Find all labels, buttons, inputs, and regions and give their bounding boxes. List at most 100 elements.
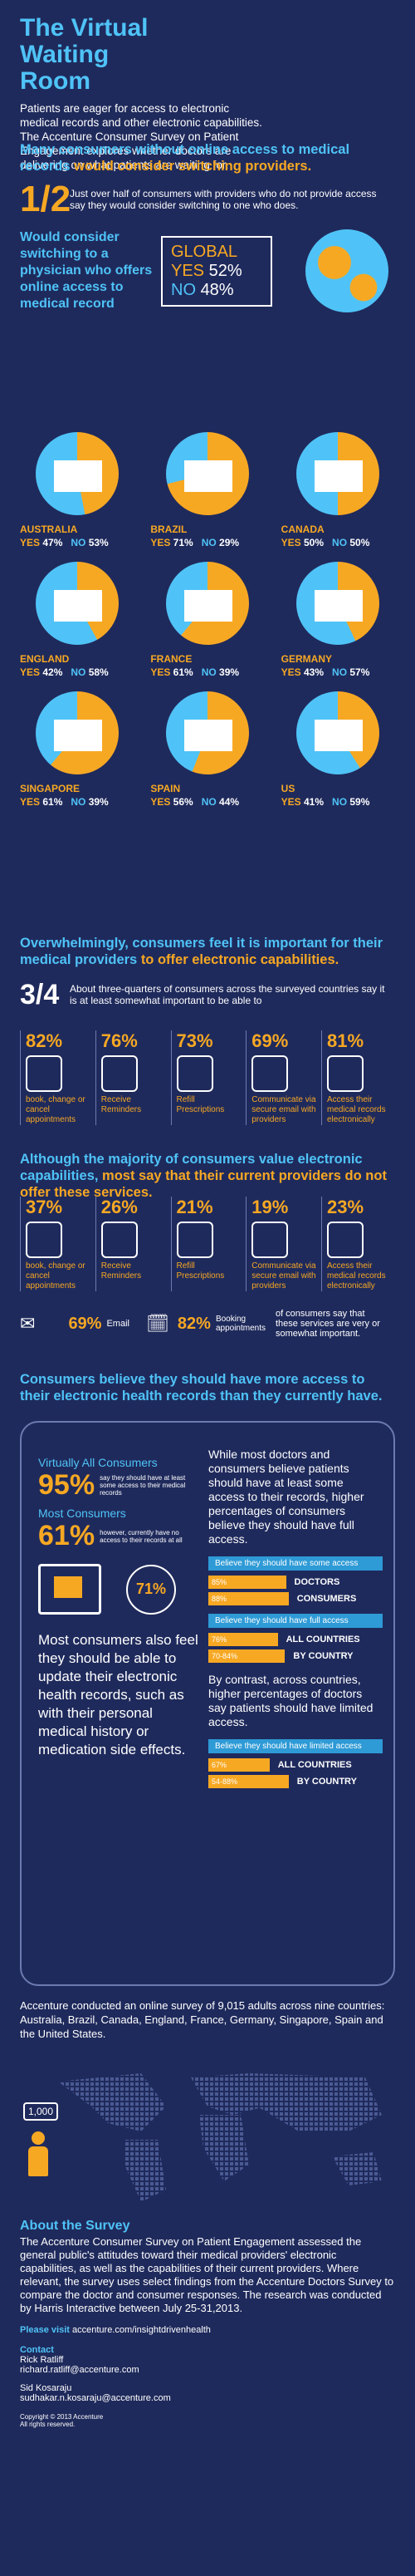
contact2-email[interactable]: sudhakar.n.kosaraju@accenture.com xyxy=(20,2393,171,2403)
booking-icon: 🗓 xyxy=(145,1313,169,1334)
spain-flag xyxy=(183,720,232,751)
country-values: YES 61% NO 39% xyxy=(150,666,240,678)
chat-icon xyxy=(251,1222,289,1258)
stat-pct: 26% xyxy=(100,1197,138,1217)
bar-label: ALL COUNTRIES xyxy=(286,1635,360,1644)
visit-label: Please visit xyxy=(20,2325,70,2335)
bar-row: 85% DOCTORS xyxy=(208,1576,383,1589)
stat-item: 23% Access their medical records electron… xyxy=(321,1197,395,1291)
country-pie xyxy=(165,562,249,645)
offer-section: Although the majority of consumers value… xyxy=(0,1151,415,1201)
stat-item: 76% Receive Reminders xyxy=(95,1030,169,1125)
country-pie xyxy=(296,691,380,774)
bar2-title: Believe they should have full access xyxy=(208,1614,383,1628)
country-card: BRAZIL YES 71% NO 29% xyxy=(150,432,264,548)
calendar-plus-icon xyxy=(26,1222,62,1258)
brazil-flag xyxy=(183,460,232,492)
important-items: 82% book, change or cancel appointments 76… xyxy=(0,1030,415,1125)
booking-pct: 82% xyxy=(177,1314,211,1333)
country-name: US xyxy=(281,783,295,794)
stat-desc: Communicate via secure email with provid… xyxy=(251,1261,316,1290)
country-name: CANADA xyxy=(281,524,325,535)
country-name: BRAZIL xyxy=(150,524,188,535)
country-values: YES 61% NO 39% xyxy=(20,796,109,808)
countries-grid: AUSTRALIA YES 47% NO 53% BRAZIL YES 71% NO … xyxy=(0,432,415,808)
stat-pct: 23% xyxy=(327,1197,364,1217)
countries-section: AUSTRALIA YES 47% NO 53% BRAZIL YES 71% NO … xyxy=(0,432,415,808)
stat-pct: 73% xyxy=(176,1030,213,1051)
right-intro-text: While most doctors and consumers believe… xyxy=(208,1448,364,1546)
bar-label: BY COUNTRY xyxy=(296,1777,357,1787)
monitor-icon xyxy=(327,1222,364,1258)
all-consumers-text: say they should have at least some acces… xyxy=(100,1474,186,1497)
stat-pct: 82% xyxy=(26,1030,63,1051)
survey-note-section: Accenture conducted an online survey of … xyxy=(0,1998,415,2041)
important-row: 82% book, change or cancel appointments 76… xyxy=(0,1030,415,1125)
england-flag xyxy=(53,590,102,622)
three-quarter-fraction: 3/4 xyxy=(20,979,60,1010)
tablet-frame: Virtually All Consumers 95% say they sho… xyxy=(20,1421,395,1986)
globe-icon xyxy=(305,229,388,312)
bar-label: ALL COUNTRIES xyxy=(277,1760,352,1770)
visit-link[interactable]: accenture.com/insightdrivenhealth xyxy=(72,2325,211,2335)
records-headline: Consumers believe they should have more … xyxy=(20,1372,383,1404)
monitor-icon xyxy=(38,1564,101,1615)
capsule-icon xyxy=(176,1055,213,1092)
records-section: Consumers believe they should have more … xyxy=(0,1371,415,1404)
important-section: Overwhelmingly, consumers feel it is imp… xyxy=(0,935,415,1013)
offer-summary: ✉ 69% Email 🗓 82% Booking appointments o… xyxy=(0,1309,415,1339)
bar-label: DOCTORS xyxy=(294,1577,340,1587)
country-pie xyxy=(165,432,249,515)
switching-headline: Many consumers without online access to … xyxy=(20,142,350,174)
global-yes-value: 52% xyxy=(208,261,242,280)
rights: All rights reserved. xyxy=(20,2421,76,2428)
global-label: GLOBAL xyxy=(171,242,238,261)
stat-pct: 81% xyxy=(327,1030,364,1051)
bar-row: 54-88% BY COUNTRY xyxy=(208,1775,383,1788)
singapore-flag xyxy=(53,720,102,751)
bar: 70-84% xyxy=(208,1649,286,1663)
stat-desc: Refill Prescriptions xyxy=(176,1261,225,1281)
country-pie xyxy=(35,562,119,645)
bar-row: 76% ALL COUNTRIES xyxy=(208,1633,383,1646)
australia-flag xyxy=(53,460,102,492)
country-card: SINGAPORE YES 61% NO 39% xyxy=(20,691,134,808)
stat-pct: 76% xyxy=(100,1030,138,1051)
stat-pct: 21% xyxy=(176,1197,213,1217)
all-consumers-pct: 95% xyxy=(38,1469,95,1501)
bar-row: 88% CONSUMERS xyxy=(208,1592,383,1605)
country-values: YES 42% NO 58% xyxy=(20,666,109,678)
stat-pct: 37% xyxy=(26,1197,63,1217)
country-pie xyxy=(296,562,380,645)
stat-desc: Refill Prescriptions xyxy=(176,1095,225,1114)
copyright: Copyright © 2013 Accenture xyxy=(20,2413,104,2421)
offer-items: 37% book, change or cancel appointments 26… xyxy=(0,1197,415,1291)
stat-pct: 19% xyxy=(251,1197,289,1217)
stat-pct: 69% xyxy=(251,1030,289,1051)
country-name: GERMANY xyxy=(281,653,332,665)
stat-desc: book, change or cancel appointments xyxy=(26,1095,85,1124)
contact1-email[interactable]: richard.ratliff@accenture.com xyxy=(20,2365,139,2375)
country-name: SPAIN xyxy=(150,783,181,794)
contact-title: Contact xyxy=(20,2345,54,2355)
stat-desc: Access their medical records electronica… xyxy=(327,1261,386,1290)
most-consumers-text: however, currently have no access to the… xyxy=(100,1528,183,1544)
stat-item: 82% book, change or cancel appointments xyxy=(20,1030,94,1125)
bar-label: BY COUNTRY xyxy=(293,1651,354,1661)
country-pie xyxy=(296,432,380,515)
survey-note: Accenture conducted an online survey of … xyxy=(20,1999,385,2040)
stat-desc: Access their medical records electronica… xyxy=(327,1095,386,1124)
stat-desc: Communicate via secure email with provid… xyxy=(251,1095,316,1124)
three-quarter-text: About three-quarters of consumers across… xyxy=(70,983,385,1006)
offer-note: of consumers say that these services are… xyxy=(275,1309,380,1339)
country-name: SINGAPORE xyxy=(20,783,81,794)
about-title: About the Survey xyxy=(20,2219,130,2233)
stat-item: 73% Refill Prescriptions xyxy=(170,1030,245,1125)
country-values: YES 50% NO 50% xyxy=(281,537,370,548)
bar-label: CONSUMERS xyxy=(296,1594,357,1604)
country-card: US YES 41% NO 59% xyxy=(281,691,395,808)
offer-row: 37% book, change or cancel appointments 26… xyxy=(0,1197,415,1291)
page-title: The Virtual Waiting Room xyxy=(20,14,149,95)
global-no-value: 48% xyxy=(200,280,234,299)
bar: 88% xyxy=(208,1592,289,1605)
